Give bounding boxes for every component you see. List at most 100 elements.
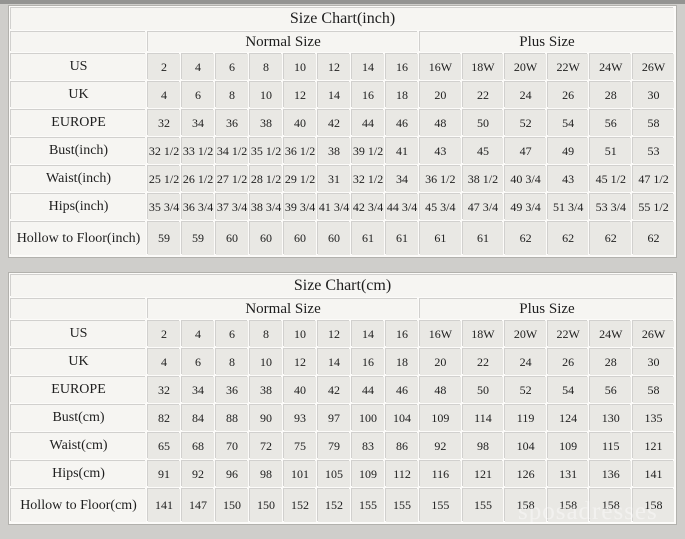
size-cell: 84 <box>182 405 215 431</box>
size-cell: 45 1/2 <box>590 166 632 192</box>
size-cell: 35 1/2 <box>250 138 283 164</box>
size-cell: 14 <box>318 349 351 375</box>
size-cell: 109 <box>420 405 461 431</box>
size-cell: 58 <box>633 110 674 136</box>
size-cell: 20 <box>420 82 461 108</box>
size-cell: 12 <box>284 82 317 108</box>
size-cell: 10 <box>250 82 283 108</box>
size-cell: 27 1/2 <box>216 166 249 192</box>
size-cell: 16 <box>386 54 419 80</box>
row-label: Bust(cm) <box>11 405 147 431</box>
size-cell: 86 <box>386 433 419 459</box>
size-cell: 16 <box>386 321 419 347</box>
row-label: Hollow to Floor(cm) <box>11 489 147 522</box>
size-cell: 52 <box>505 110 546 136</box>
size-cell: 158 <box>590 489 632 522</box>
size-cell: 158 <box>505 489 546 522</box>
size-cell: 24 <box>505 349 546 375</box>
size-cell: 18 <box>386 82 419 108</box>
size-cell: 90 <box>250 405 283 431</box>
size-cell: 36 <box>216 110 249 136</box>
size-cell: 44 <box>352 377 385 403</box>
size-cell: 38 <box>250 110 283 136</box>
row-label: Hollow to Floor(inch) <box>11 222 147 255</box>
size-cell: 40 3/4 <box>505 166 546 192</box>
table-row: Bust(cm) 82 84 88 90 93 97 100 104 109 114 119 124 13… <box>11 405 674 431</box>
row-label: Waist(cm) <box>11 433 147 459</box>
size-cell: 114 <box>462 405 504 431</box>
size-cell: 36 <box>216 377 249 403</box>
size-cell: 6 <box>216 54 249 80</box>
size-cell: 121 <box>633 433 674 459</box>
table-row: EUROPE 32 34 36 38 40 42 44 46 48 50 52 54 56 58 <box>11 377 674 403</box>
table-row: Hips(cm) 91 92 96 98 101 105 109 112 116 121 126 131… <box>11 461 674 487</box>
size-cell: 50 <box>462 110 504 136</box>
size-cell: 50 <box>462 377 504 403</box>
table-row: US 2 4 6 8 10 12 14 16 16W 18W 20W 22W 24W 26W <box>11 54 674 80</box>
row-label: UK <box>11 349 147 375</box>
size-chart-inch-section: Size Chart(inch) Normal Size Plus Size US 2 4… <box>8 5 677 258</box>
size-cell: 68 <box>182 433 215 459</box>
size-cell: 93 <box>284 405 317 431</box>
size-cell: 2 <box>148 54 181 80</box>
size-cell: 26 1/2 <box>182 166 215 192</box>
size-cell: 65 <box>148 433 181 459</box>
size-cell: 72 <box>250 433 283 459</box>
row-label: EUROPE <box>11 110 147 136</box>
size-cell: 8 <box>216 82 249 108</box>
size-chart-cm-section: Size Chart(cm) Normal Size Plus Size US 2 4 6 8… <box>8 272 677 525</box>
size-cell: 155 <box>352 489 385 522</box>
size-cell: 4 <box>148 349 181 375</box>
size-cell: 12 <box>284 349 317 375</box>
size-cell: 10 <box>250 349 283 375</box>
size-cell: 14 <box>352 321 385 347</box>
size-cell: 91 <box>148 461 181 487</box>
size-cell: 39 3/4 <box>284 194 317 220</box>
size-cell: 34 <box>182 110 215 136</box>
size-cell: 24 <box>505 82 546 108</box>
table-row: Hollow to Floor(cm) 141 147 150 150 152 152 155… <box>11 489 674 522</box>
size-cell: 59 <box>182 222 215 255</box>
size-cell: 124 <box>547 405 589 431</box>
size-cell: 37 3/4 <box>216 194 249 220</box>
size-cell: 61 <box>420 222 461 255</box>
size-cell: 18W <box>462 54 504 80</box>
size-cell: 22 <box>462 82 504 108</box>
row-label: Waist(inch) <box>11 166 147 192</box>
size-cell: 26 <box>547 82 589 108</box>
row-label: EUROPE <box>11 377 147 403</box>
size-cell: 115 <box>590 433 632 459</box>
size-cell: 49 3/4 <box>505 194 546 220</box>
size-cell: 32 <box>148 377 181 403</box>
table-row: UK 4 6 8 10 12 14 16 18 20 22 24 26 28 30 <box>11 349 674 375</box>
size-cell: 42 <box>318 377 351 403</box>
size-cell: 45 <box>462 138 504 164</box>
window-top-edge <box>0 0 685 4</box>
size-cell: 152 <box>284 489 317 522</box>
size-cell: 53 <box>633 138 674 164</box>
size-cell: 26 <box>547 349 589 375</box>
size-cell: 75 <box>284 433 317 459</box>
size-cell: 54 <box>547 110 589 136</box>
size-chart-cm-table: Size Chart(cm) Normal Size Plus Size US 2 4 6 8… <box>8 272 677 525</box>
size-cell: 105 <box>318 461 351 487</box>
size-cell: 51 <box>590 138 632 164</box>
table-row: Hollow to Floor(inch) 59 59 60 60 60 60 61 61 61 6… <box>11 222 674 255</box>
size-cell: 4 <box>182 54 215 80</box>
size-cell: 49 <box>547 138 589 164</box>
size-cell: 40 <box>284 110 317 136</box>
size-cell: 34 1/2 <box>216 138 249 164</box>
table-row: Bust(inch) 32 1/2 33 1/2 34 1/2 35 1/2 36 1/2… <box>11 138 674 164</box>
size-cell: 41 3/4 <box>318 194 351 220</box>
size-cell: 62 <box>505 222 546 255</box>
size-cell: 131 <box>547 461 589 487</box>
size-cell: 26W <box>633 54 674 80</box>
size-cell: 61 <box>462 222 504 255</box>
size-cell: 4 <box>182 321 215 347</box>
size-cell: 18 <box>386 349 419 375</box>
size-cell: 60 <box>284 222 317 255</box>
size-cell: 33 1/2 <box>182 138 215 164</box>
size-cell: 141 <box>633 461 674 487</box>
size-cell: 16W <box>420 54 461 80</box>
size-cell: 38 3/4 <box>250 194 283 220</box>
